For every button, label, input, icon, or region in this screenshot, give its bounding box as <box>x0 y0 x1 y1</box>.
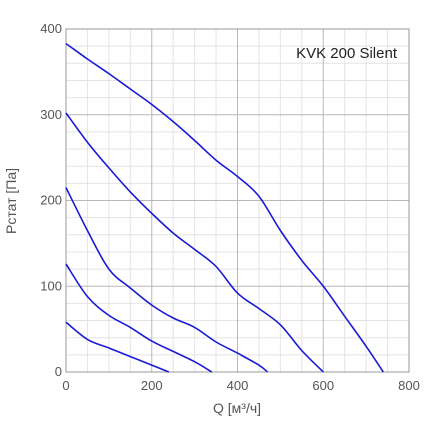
x-axis-label: Q [м³/ч] <box>213 400 261 416</box>
y-tick-label: 200 <box>40 193 62 208</box>
curves <box>65 42 384 373</box>
performance-curve-1 <box>65 42 384 373</box>
y-tick-label: 0 <box>55 364 62 379</box>
x-tick-label: 400 <box>227 378 249 393</box>
y-axis-label: Pстат [Па] <box>3 168 19 234</box>
x-tick-labels: 0 200 400 600 800 <box>62 378 419 393</box>
x-tick-label: 0 <box>62 378 69 393</box>
y-tick-label: 300 <box>40 107 62 122</box>
x-tick-label: 600 <box>312 378 334 393</box>
chart-title: KVK 200 Silent <box>296 45 398 62</box>
y-tick-label: 100 <box>40 278 62 293</box>
performance-curve-3 <box>65 187 269 373</box>
plot-frame <box>65 28 410 373</box>
performance-curve-4 <box>65 263 213 373</box>
y-tick-label: 400 <box>40 21 62 36</box>
x-tick-label: 800 <box>398 378 420 393</box>
performance-curve-5 <box>65 321 170 373</box>
performance-curve-2 <box>65 112 324 373</box>
x-tick-label: 200 <box>141 378 163 393</box>
y-tick-labels: 0 100 200 300 400 <box>40 21 62 379</box>
